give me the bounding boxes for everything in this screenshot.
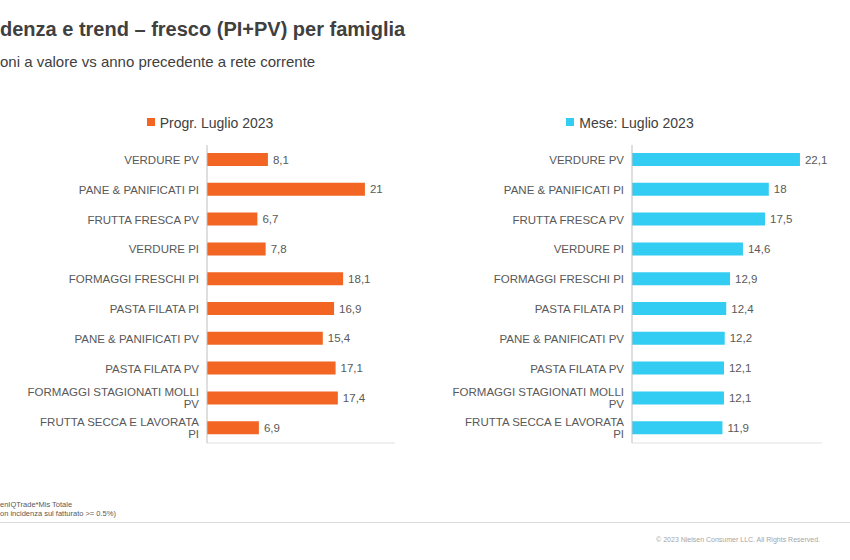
svg-text:21: 21: [370, 183, 383, 195]
svg-text:VERDURE PV: VERDURE PV: [549, 154, 624, 166]
svg-text:PANE & PANIFICATI PV: PANE & PANIFICATI PV: [74, 333, 199, 345]
svg-text:VERDURE PI: VERDURE PI: [129, 243, 199, 255]
svg-text:12,9: 12,9: [735, 273, 757, 285]
html-text:oni a valore vs anno precedent: oni a valore vs anno precedente a rete c…: [0, 53, 316, 70]
html-text:Progr. Luglio 2023: Progr. Luglio 2023: [159, 115, 274, 132]
svg-text:PASTA FILATA PI: PASTA FILATA PI: [110, 303, 199, 315]
svg-text:PANE & PANIFICATI PV: PANE & PANIFICATI PV: [499, 333, 624, 345]
svg-text:22,1: 22,1: [805, 154, 827, 166]
html-text:© 2023 Nielsen Consumer LLC. A: © 2023 Nielsen Consumer LLC. All Rights …: [656, 536, 820, 543]
svg-text:PANE & PANIFICATI PI: PANE & PANIFICATI PI: [504, 184, 624, 196]
svg-text:16,9: 16,9: [339, 303, 361, 315]
svg-text:FORMAGGI STAGIONATI MOLLIPV: FORMAGGI STAGIONATI MOLLIPV: [28, 386, 200, 410]
svg-text:FRUTTA FRESCA PV: FRUTTA FRESCA PV: [87, 214, 199, 226]
svg-text:PASTA FILATA PI: PASTA FILATA PI: [535, 303, 624, 315]
html-text:Mese: Luglio 2023: Mese: Luglio 2023: [579, 115, 694, 132]
svg-text:17,1: 17,1: [341, 362, 363, 374]
svg-text:FORMAGGI STAGIONATI MOLLIPV: FORMAGGI STAGIONATI MOLLIPV: [453, 386, 625, 410]
svg-text:VERDURE PI: VERDURE PI: [554, 243, 624, 255]
svg-text:12,4: 12,4: [731, 303, 754, 315]
svg-text:6,9: 6,9: [264, 422, 280, 434]
svg-text:17,5: 17,5: [770, 213, 792, 225]
svg-text:PANE & PANIFICATI PI: PANE & PANIFICATI PI: [79, 184, 199, 196]
svg-text:FRUTTA SECCA E LAVORATAPI: FRUTTA SECCA E LAVORATAPI: [465, 416, 624, 440]
svg-text:7,8: 7,8: [271, 243, 287, 255]
html-text:denza e trend – fresco (PI+PV): denza e trend – fresco (PI+PV) per famig…: [0, 18, 406, 40]
svg-text:PASTA FILATA PV: PASTA FILATA PV: [530, 363, 624, 375]
svg-text:FORMAGGI FRESCHI PI: FORMAGGI FRESCHI PI: [69, 273, 199, 285]
svg-text:6,7: 6,7: [262, 213, 278, 225]
svg-text:FORMAGGI FRESCHI PI: FORMAGGI FRESCHI PI: [494, 273, 624, 285]
html-text:on incidenza sul fatturato >=: on incidenza sul fatturato >= 0.5%): [0, 509, 116, 518]
html-text:enIQTrade*Mis Totale: enIQTrade*Mis Totale: [0, 500, 73, 509]
svg-text:8,1: 8,1: [273, 154, 289, 166]
svg-text:15,4: 15,4: [328, 332, 351, 344]
svg-text:11,9: 11,9: [727, 422, 749, 434]
svg-text:18: 18: [774, 183, 787, 195]
svg-text:17,4: 17,4: [343, 392, 366, 404]
svg-text:14,6: 14,6: [748, 243, 770, 255]
svg-text:VERDURE PV: VERDURE PV: [124, 154, 199, 166]
svg-text:FRUTTA FRESCA PV: FRUTTA FRESCA PV: [512, 214, 624, 226]
svg-text:12,2: 12,2: [730, 332, 752, 344]
svg-text:PASTA FILATA PV: PASTA FILATA PV: [105, 363, 199, 375]
svg-text:12,1: 12,1: [729, 362, 751, 374]
svg-text:12,1: 12,1: [729, 392, 751, 404]
svg-text:18,1: 18,1: [348, 273, 370, 285]
svg-text:FRUTTA SECCA E LAVORATAPI: FRUTTA SECCA E LAVORATAPI: [40, 416, 199, 440]
